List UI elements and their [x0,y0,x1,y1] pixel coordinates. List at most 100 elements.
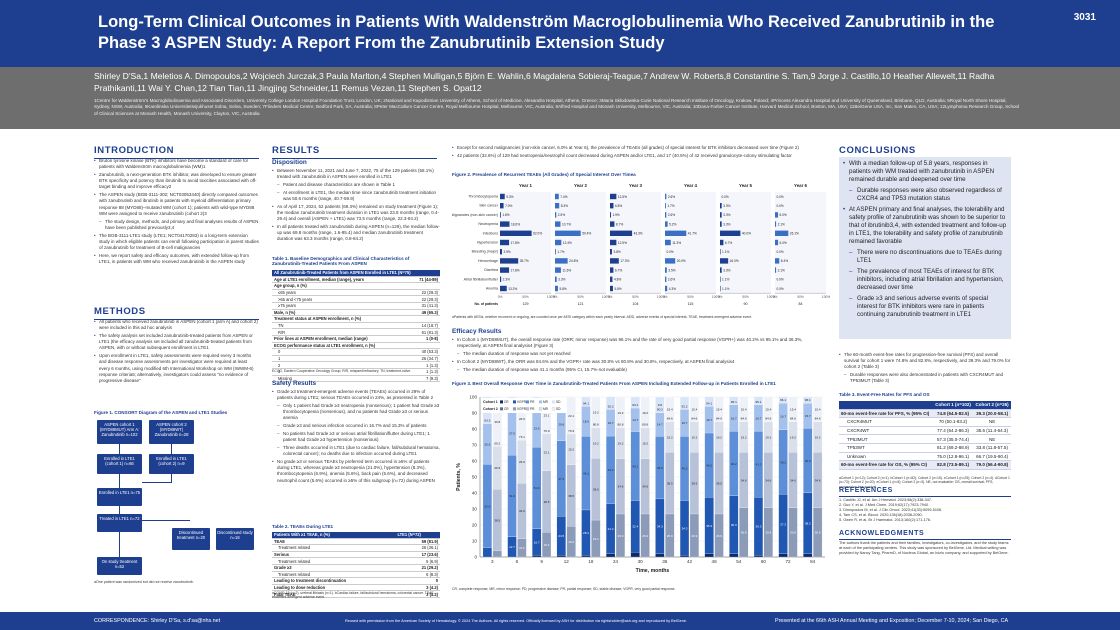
fig3-y-tick-label: 20 [472,523,478,528]
fig3-bar-segment [813,396,823,422]
fig3-orr-label: 92.2 [608,404,614,408]
consort-connector [171,444,172,454]
safety-bullet: No grade ≥3 or serious TEAEs by preferre… [272,459,440,484]
fig2-tick-label: 50% [577,295,584,299]
table-row: Age at LTE1 enrollment, median (range), … [272,276,440,284]
fig3-segment-label: 34.3 [657,525,663,529]
table-header-cell: All Zanubrutinib-Treated Patients from A… [272,270,417,277]
fig3-bar-segment [532,555,542,558]
fig2-year-label: Year 4 [684,183,697,188]
fig3-x-tick-label: 48 [712,559,718,564]
introduction-bullet: The study design, methods, and primary a… [94,219,259,231]
fig2-bar [610,193,617,200]
fig2-tick-label: 100% [822,295,830,299]
fig3-y-tick-label: 90 [472,411,478,416]
table-cell: 35.6 (11.4-64.3) [973,426,1011,436]
fig3-orr-label: 94.1 [706,401,712,405]
fig3-x-tick-label: 36 [662,559,668,564]
fig3-bar-segment [679,396,690,410]
table-row: 1 26 (34.7) [272,355,440,363]
fig3-orr-label: 92.2 [682,404,688,408]
fig3-y-tick-label: 30 [472,507,478,512]
fig3-orr-label: 84.6 [691,417,697,421]
fig2-bar [500,230,532,236]
disposition-bullet: As of April 17, 2024, 52 patients (69.3%… [272,204,440,223]
table-header-row: Patients With ≥1 TEAE, n (%) LTE1 (N=72) [272,532,440,539]
disposition-heading: Disposition [272,159,307,166]
fig2-bar-label: 3.8% [613,250,620,254]
table-cell: 59 (81.9) [395,538,440,546]
fig2-bar-label: 2.6% [668,213,675,217]
methods-bullet: The safety analysis set included zanubru… [94,333,259,352]
fig2-bar [555,249,556,255]
fig2-bar [610,230,633,236]
results-heading: RESULTS [272,145,437,159]
table-row: Leading to dose reduction 3 (4.2) [272,584,440,592]
fig2-bar [500,221,510,227]
table-cell: 26 (34.7) [416,355,440,363]
fig2-bar [775,267,777,273]
safety-heading: Safety Results [272,380,317,387]
table-cell: Age at LTE1 enrollment, median (range), … [272,276,417,284]
fig3-bar-segment [753,555,763,558]
efficacy-heading: Efficacy Results [452,328,502,335]
table-row: Serious 17 (23.6) [272,551,440,559]
fig2-tick-label: 0% [498,295,503,299]
fig2-bar [775,212,779,218]
table-row: Treatment status at ASPEN enrollment, n … [272,315,440,323]
fig3-bar-segment [606,553,616,558]
fig3-orr-label: 96.1 [805,398,811,402]
fig3-segment-label: 26.9 [519,460,525,464]
table-header-row: Cohort 1 (n=102) Cohort 2 (n=26) [839,401,1011,410]
table-header-cell: Cohort 1 (n=102) [932,401,974,410]
fig2-n-at-risk: 104 [633,302,639,306]
table-cell: 22 (29.3) [416,289,440,297]
fig2-bar-label: 6.0% [780,241,787,245]
fig3-orr-label: 80.8 [593,423,599,427]
footer-copyright: Reused with permission from the American… [345,619,688,623]
table-cell: 1 [272,355,417,363]
table-row: Treatment related 5 (6.9) [272,557,440,565]
fig2-bar [500,267,510,273]
table-cell: Treatment related [272,571,396,579]
fig3-segment-label: 19.2 [593,441,599,445]
fig2-bar-label: 35.7% [520,259,529,263]
fig2-bar-label: 17.8% [511,268,520,272]
fig3-x-tick-label: 24 [613,559,619,564]
fig3-bar-segment [615,397,626,428]
fig3-segment-label: 18.6 [583,420,589,424]
fig3-segment-label: 23.1 [568,414,574,418]
ae-summary-list: Except for second malignancies (non-skin… [452,145,822,159]
fig3-segment-label: 38.2 [805,522,811,526]
fig2-bar-label: 40.0% [742,232,751,236]
fig3-orr-label: 95.1 [731,400,737,404]
fig3-segment-label: 38.5 [568,494,574,498]
fig3-segment-label: 34.6 [519,509,525,513]
fig3-segment-label: 51.0 [534,486,540,490]
methods-list: All patients who received zanubrutinib i… [94,319,259,384]
fig2-category-label: Hemorrhage [478,259,498,263]
fig3-segment-label: 19.2 [765,435,771,439]
table-cell: Prior lines at ASPEN enrollment, median … [272,335,417,343]
fig3-segment-label: 30.8 [741,531,747,535]
fig2-bar-label: 3.3% [723,204,730,208]
fig3-y-tick-label: 100 [469,395,477,400]
fig3-legend-swatch [538,407,543,411]
fig3-segment-label: 19.2 [618,411,624,415]
fig2-bar [500,203,504,209]
table2-note: aCOVID-19 (n=2), ureteral lithiasis (n=1… [272,591,435,600]
fig2-bar [500,258,519,264]
fig3-segment-label: 25.5 [484,442,490,446]
fig3-segment-label: 19.2 [568,448,574,452]
fig3-bar-segment [778,396,788,404]
table1-caption: Table 1. Baseline Demographics and Clini… [272,256,410,266]
fig3-x-tick-label: 3 [491,559,494,564]
fig2-bar-label: 7.0% [505,204,512,208]
table-row: CXCR4WT 77.4 (64.2-86.3) 35.6 (11.4-64.3) [839,426,1011,436]
fig2-bar-label: 16.0% [730,259,739,263]
fig3-bar-segment [665,396,675,422]
fig2-bar-label: 5.8% [614,287,621,291]
footer-bar: CORRESPONDENCE: Shirley D'Sa, s.d'sa@nhs… [0,612,1120,630]
fig3-segment-label: 15.4 [815,408,821,412]
fig3-segment-label: 40.2 [780,460,786,464]
